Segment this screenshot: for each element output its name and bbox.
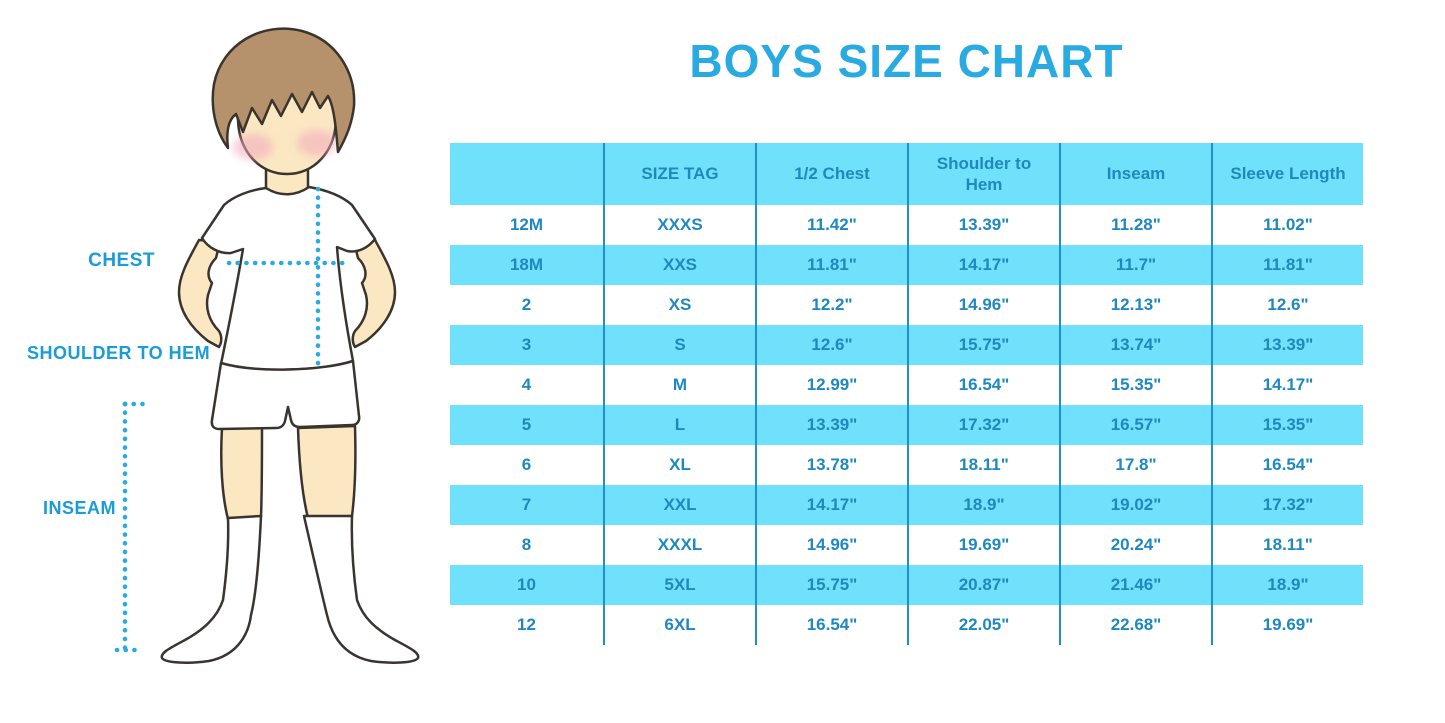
table-cell: XXS (603, 245, 755, 285)
table-cell: 22.68" (1059, 605, 1211, 645)
table-cell: 15.35" (1211, 405, 1363, 445)
table-cell: XXL (603, 485, 755, 525)
row-label-cell: 8 (521, 535, 532, 554)
table-cell: L (603, 405, 755, 445)
row-label-cell: 4 (521, 375, 532, 394)
table-cell: 14.17" (1211, 365, 1363, 405)
table-cell: 5XL (603, 565, 755, 605)
row-label-cell: 10 (450, 565, 603, 605)
hair (211, 27, 356, 154)
table-cell: 16.54" (755, 605, 907, 645)
header-cell: SIZE TAG (603, 143, 755, 205)
table-cell: M (603, 365, 755, 405)
table-cell: 13.39" (907, 205, 1059, 245)
table-cell: 19.69" (907, 525, 1059, 565)
table-cell: 18.9" (1211, 565, 1363, 605)
size-table: SIZE TAG 1/2 Chest Shoulder to Hem Inseam Sl… (450, 143, 1363, 645)
header-cell: 1/2 Chest (755, 143, 907, 205)
table-cell: 18.9" (907, 485, 1059, 525)
table-cell: 16.54" (1211, 445, 1363, 485)
page-title: BOYS SIZE CHART (689, 35, 1124, 87)
table-cell: 13.39" (1211, 325, 1363, 365)
right-arm (351, 238, 397, 349)
table-cell: 11.02" (1211, 205, 1363, 245)
table-cell: 17.32" (907, 405, 1059, 445)
table-cell: 20.24" (1059, 525, 1211, 565)
table-cell: 14.17" (755, 485, 907, 525)
table-cell: 11.28" (1059, 205, 1211, 245)
table-cell: 18.11" (907, 445, 1059, 485)
table-cell: 17.8" (1059, 445, 1211, 485)
table-cell: XXXS (603, 205, 755, 245)
table-cell: 19.02" (1059, 485, 1211, 525)
table-cell: 11.81" (755, 245, 907, 285)
header-cell: Inseam (1059, 143, 1211, 205)
table-cell: 12.2" (755, 285, 907, 325)
header-cell (450, 143, 603, 205)
table-cell: 17.32" (1211, 485, 1363, 525)
table-cell: XS (603, 285, 755, 325)
right-thigh (296, 424, 357, 520)
table-cell: 14.17" (907, 245, 1059, 285)
table-cell: 22.05" (907, 605, 1059, 645)
row-label-cell: 12M (509, 215, 544, 234)
table-cell: S (603, 325, 755, 365)
table-cell: XL (603, 445, 755, 485)
inseam-label: INSEAM (42, 498, 116, 518)
right-sock (302, 514, 420, 664)
table-cell: XXXL (603, 525, 755, 565)
left-arm (177, 238, 223, 349)
table-cell: 16.57" (1059, 405, 1211, 445)
table-cell: 15.75" (907, 325, 1059, 365)
boy-figure-illustration (114, 27, 420, 664)
table-cell: 12.6" (1211, 285, 1363, 325)
row-label-cell: 7 (450, 485, 603, 525)
table-cell: 13.78" (755, 445, 907, 485)
left-thigh (220, 426, 264, 521)
table-cell: 11.7" (1059, 245, 1211, 285)
table-cell: 21.46" (1059, 565, 1211, 605)
table-cell: 12.13" (1059, 285, 1211, 325)
table-cell: 20.87" (907, 565, 1059, 605)
row-label-cell: 3 (450, 325, 603, 365)
table-cell: 11.81" (1211, 245, 1363, 285)
shorts (210, 359, 361, 431)
table-cell: 12.6" (755, 325, 907, 365)
table-cell: 6XL (603, 605, 755, 645)
table-cell: 11.42" (755, 205, 907, 245)
row-label-cell: 18M (450, 245, 603, 285)
table-cell: 15.35" (1059, 365, 1211, 405)
header-cell: Sleeve Length (1211, 143, 1363, 205)
measurement-dotted-lines (114, 186, 346, 653)
table-cell: 13.74" (1059, 325, 1211, 365)
table-cell: 14.96" (907, 285, 1059, 325)
chest-label: CHEST (88, 250, 155, 271)
left-sock (160, 514, 263, 664)
row-label-cell: 6 (521, 455, 532, 474)
table-cell: 12.99" (755, 365, 907, 405)
header-cell: Shoulder to Hem (907, 143, 1059, 205)
table-cell: 13.39" (755, 405, 907, 445)
shoulder-to-hem-label: SHOULDER TO HEM (27, 343, 211, 363)
row-label-cell: 2 (521, 295, 532, 314)
row-label-cell: 12 (517, 615, 536, 634)
row-label-cell: 5 (450, 405, 603, 445)
t-shirt (200, 185, 377, 371)
table-cell: 14.96" (755, 525, 907, 565)
table-cell: 15.75" (755, 565, 907, 605)
table-cell: 18.11" (1211, 525, 1363, 565)
table-cell: 16.54" (907, 365, 1059, 405)
left-cheek (233, 134, 273, 160)
right-cheek (297, 130, 337, 156)
table-cell: 19.69" (1211, 605, 1363, 645)
